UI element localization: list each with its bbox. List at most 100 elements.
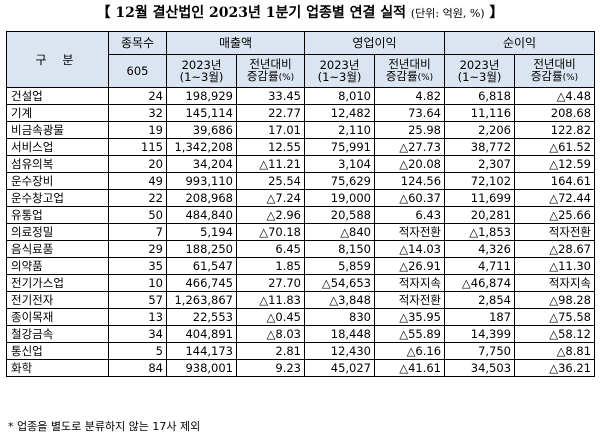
sales-yoy: △70.18 — [236, 223, 305, 241]
net-income-value: 34,503 — [444, 359, 516, 377]
table-row: 운수장비 49 993,110 25.54 75,629 124.56 72,102 164.… — [6, 172, 596, 190]
operating-profit-value: △840 — [304, 223, 375, 241]
table-row: 의료정밀 7 5,194 △70.18 △840 적자전환 △1,853 적자전환 — [6, 223, 596, 241]
sales-value: 466,745 — [166, 274, 237, 292]
sector-name: 철강금속 — [6, 325, 109, 343]
company-count: 10 — [108, 274, 167, 292]
table-row: 음식료품 29 188,250 6.45 8,150 △14.03 4,326 △28.67 — [6, 240, 596, 258]
company-count: 34 — [108, 325, 167, 343]
header-net-income: 순이익 — [444, 31, 596, 55]
sales-yoy: 17.01 — [236, 121, 305, 139]
net-income-yoy: △36.21 — [514, 359, 596, 377]
net-income-yoy: 적자지속 — [514, 274, 596, 292]
operating-profit-yoy: △6.16 — [373, 342, 446, 360]
operating-profit-yoy: 적자지속 — [373, 274, 446, 292]
header-company-count: 종목수 — [108, 31, 167, 55]
operating-profit-value: 8,150 — [304, 240, 375, 258]
net-income-value: 20,281 — [444, 206, 516, 224]
header-sales-period: 2023년 (1~3월) — [166, 54, 237, 88]
operating-profit-value: 45,027 — [304, 359, 375, 377]
operating-profit-yoy: △27.73 — [373, 138, 446, 156]
sales-value: 938,001 — [166, 359, 237, 377]
operating-profit-yoy: △20.08 — [373, 155, 446, 173]
header-net-period: 2023년 (1~3월) — [444, 54, 516, 88]
sales-value: 198,929 — [166, 87, 237, 105]
sales-value: 145,114 — [166, 104, 237, 122]
operating-profit-value: 3,104 — [304, 155, 375, 173]
title-text: 12월 결산법인 2023년 1분기 업종별 연결 실적 — [110, 5, 411, 21]
company-count: 50 — [108, 206, 167, 224]
operating-profit-value: 75,629 — [304, 172, 375, 190]
net-income-yoy: △61.52 — [514, 138, 596, 156]
title-open-bracket: 【 — [96, 5, 111, 21]
header-op-period: 2023년 (1~3월) — [304, 54, 375, 88]
sales-yoy: 2.81 — [236, 342, 305, 360]
sector-name: 운수창고업 — [6, 189, 109, 207]
operating-profit-yoy: 4.82 — [373, 87, 446, 105]
sales-value: 188,250 — [166, 240, 237, 258]
operating-profit-value: 12,430 — [304, 342, 375, 360]
operating-profit-yoy: 73.64 — [373, 104, 446, 122]
net-income-value: 11,116 — [444, 104, 516, 122]
operating-profit-yoy: △60.37 — [373, 189, 446, 207]
operating-profit-yoy: 적자전환 — [373, 223, 446, 241]
net-income-yoy: △58.12 — [514, 325, 596, 343]
operating-profit-value: 12,482 — [304, 104, 375, 122]
operating-profit-yoy: 25.98 — [373, 121, 446, 139]
sales-value: 144,173 — [166, 342, 237, 360]
header-op-yoy: 전년대비 증감률(%) — [373, 54, 446, 88]
table-row: 전기가스업 10 466,745 27.70 △54,653 적자지속 △46,874 적자지… — [6, 274, 596, 292]
sales-value: 208,968 — [166, 189, 237, 207]
operating-profit-value: △54,653 — [304, 274, 375, 292]
operating-profit-yoy: 적자전환 — [373, 291, 446, 309]
sales-yoy: 1.85 — [236, 257, 305, 275]
header-gubun: 구 분 — [6, 31, 109, 88]
table-row: 운수창고업 22 208,968 △7.24 19,000 △60.37 11,699 △72… — [6, 189, 596, 207]
sector-name: 기계 — [6, 104, 109, 122]
header-operating-profit: 영업이익 — [303, 31, 446, 55]
title-close-bracket: 】 — [484, 5, 504, 21]
table-row: 화학 84 938,001 9.23 45,027 △41.61 34,503 △36.21 — [6, 359, 596, 377]
sales-value: 39,686 — [166, 121, 237, 139]
net-income-value: 72,102 — [444, 172, 516, 190]
sector-name: 종이목재 — [6, 308, 109, 326]
sales-yoy: 33.45 — [236, 87, 305, 105]
earnings-table: 구 분 종목수 매출액 영업이익 순이익 605 2023년 (1~3월) 전년대… — [6, 31, 596, 377]
net-income-value: △46,874 — [444, 274, 516, 292]
company-count: 115 — [108, 138, 167, 156]
table-row: 비금속광물 19 39,686 17.01 2,110 25.98 2,206 122.82 — [6, 121, 596, 139]
operating-profit-value: 2,110 — [304, 121, 375, 139]
operating-profit-value: 19,000 — [304, 189, 375, 207]
sales-value: 22,553 — [166, 308, 237, 326]
table-row: 전기전자 57 1,263,867 △11.83 △3,848 적자전환 2,854 △98.… — [6, 291, 596, 309]
sales-yoy: 12.55 — [236, 138, 305, 156]
operating-profit-value: △3,848 — [304, 291, 375, 309]
company-count: 5 — [108, 342, 167, 360]
company-count: 32 — [108, 104, 167, 122]
operating-profit-yoy: △55.89 — [373, 325, 446, 343]
net-income-yoy: △75.58 — [514, 308, 596, 326]
company-count: 24 — [108, 87, 167, 105]
sales-value: 404,891 — [166, 325, 237, 343]
operating-profit-yoy: △41.61 — [373, 359, 446, 377]
sales-yoy: 9.23 — [236, 359, 305, 377]
table-row: 건설업 24 198,929 33.45 8,010 4.82 6,818 △4.48 — [6, 87, 596, 105]
sales-yoy: △2.96 — [236, 206, 305, 224]
operating-profit-value: 18,448 — [304, 325, 375, 343]
net-income-yoy: 적자전환 — [514, 223, 596, 241]
net-income-yoy: △8.81 — [514, 342, 596, 360]
sales-yoy: 22.77 — [236, 104, 305, 122]
operating-profit-yoy: △26.91 — [373, 257, 446, 275]
operating-profit-value: 5,859 — [304, 257, 375, 275]
sales-yoy: 27.70 — [236, 274, 305, 292]
net-income-yoy: △12.59 — [514, 155, 596, 173]
sales-yoy: △11.21 — [236, 155, 305, 173]
header-net-yoy: 전년대비 증감률(%) — [514, 54, 596, 88]
sector-name: 건설업 — [6, 87, 109, 105]
sector-name: 운수장비 — [6, 172, 109, 190]
net-income-value: 14,399 — [444, 325, 516, 343]
company-count: 22 — [108, 189, 167, 207]
operating-profit-yoy: △35.95 — [373, 308, 446, 326]
table-row: 유통업 50 484,840 △2.96 20,588 6.43 20,281 △25.66 — [6, 206, 596, 224]
company-count: 35 — [108, 257, 167, 275]
